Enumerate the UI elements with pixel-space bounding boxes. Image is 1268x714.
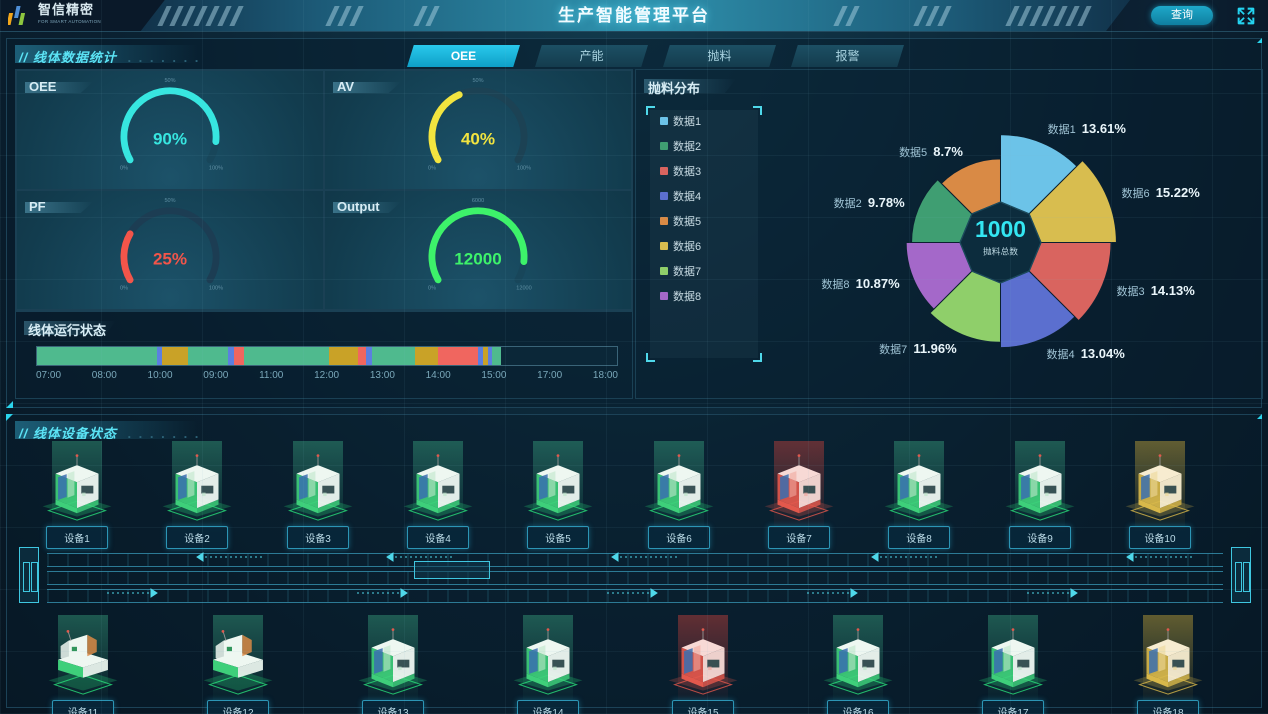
svg-text:50%: 50% <box>164 78 175 84</box>
svg-text:50%: 50% <box>164 198 175 204</box>
svg-text:100%: 100% <box>209 165 223 171</box>
svg-text:0%: 0% <box>120 165 128 171</box>
svg-text:1000: 1000 <box>975 216 1026 242</box>
svg-text:12000: 12000 <box>454 250 501 269</box>
svg-text:6000: 6000 <box>472 198 484 204</box>
svg-text:25%: 25% <box>153 250 187 269</box>
svg-text:100%: 100% <box>517 165 531 171</box>
svg-text:抛料总数: 抛料总数 <box>983 246 1018 257</box>
svg-text:0%: 0% <box>120 285 128 291</box>
svg-text:90%: 90% <box>153 130 187 149</box>
svg-text:40%: 40% <box>461 130 495 149</box>
svg-text:50%: 50% <box>472 78 483 84</box>
svg-text:12000: 12000 <box>516 285 531 291</box>
svg-text:100%: 100% <box>209 285 223 291</box>
svg-text:0%: 0% <box>428 165 436 171</box>
svg-text:0%: 0% <box>428 285 436 291</box>
